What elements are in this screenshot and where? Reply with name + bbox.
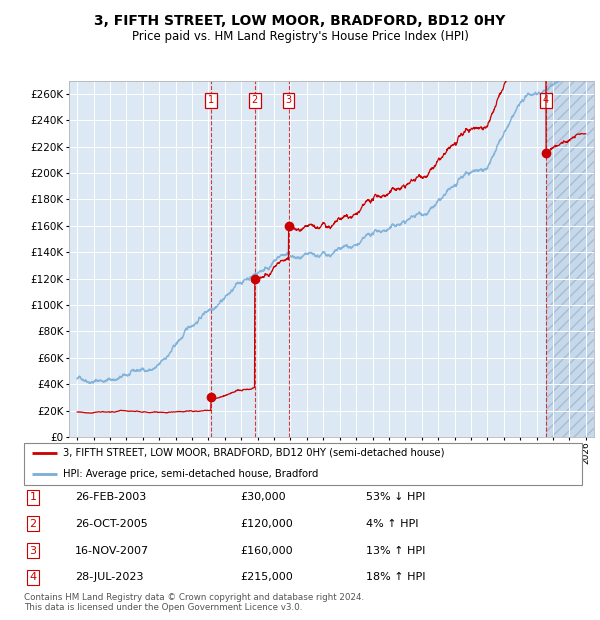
Text: £215,000: £215,000 [240,572,293,582]
Text: 2: 2 [29,519,37,529]
Text: £30,000: £30,000 [240,492,286,502]
Text: Contains HM Land Registry data © Crown copyright and database right 2024.
This d: Contains HM Land Registry data © Crown c… [24,593,364,612]
Text: 13% ↑ HPI: 13% ↑ HPI [366,546,425,556]
Text: £120,000: £120,000 [240,519,293,529]
Text: 4% ↑ HPI: 4% ↑ HPI [366,519,419,529]
Text: 3: 3 [29,546,37,556]
Text: 3, FIFTH STREET, LOW MOOR, BRADFORD, BD12 0HY (semi-detached house): 3, FIFTH STREET, LOW MOOR, BRADFORD, BD1… [63,448,445,458]
Text: 26-FEB-2003: 26-FEB-2003 [75,492,146,502]
Text: 4: 4 [29,572,37,582]
Text: £160,000: £160,000 [240,546,293,556]
Text: 53% ↓ HPI: 53% ↓ HPI [366,492,425,502]
FancyBboxPatch shape [24,443,582,485]
Text: 4: 4 [543,95,549,105]
Text: 16-NOV-2007: 16-NOV-2007 [75,546,149,556]
Text: 18% ↑ HPI: 18% ↑ HPI [366,572,425,582]
Text: 3: 3 [286,95,292,105]
Text: 2: 2 [251,95,258,105]
Text: 26-OCT-2005: 26-OCT-2005 [75,519,148,529]
Text: HPI: Average price, semi-detached house, Bradford: HPI: Average price, semi-detached house,… [63,469,319,479]
Text: 28-JUL-2023: 28-JUL-2023 [75,572,143,582]
Bar [546,81,594,437]
Text: 1: 1 [208,95,214,105]
Text: Price paid vs. HM Land Registry's House Price Index (HPI): Price paid vs. HM Land Registry's House … [131,30,469,43]
Text: 3, FIFTH STREET, LOW MOOR, BRADFORD, BD12 0HY: 3, FIFTH STREET, LOW MOOR, BRADFORD, BD1… [94,14,506,28]
Text: 1: 1 [29,492,37,502]
